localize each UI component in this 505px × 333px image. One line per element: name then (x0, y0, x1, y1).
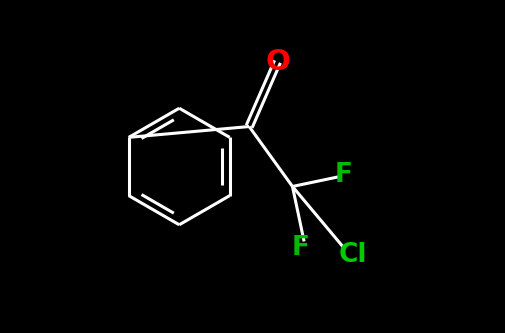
Text: Cl: Cl (338, 242, 367, 268)
Text: F: F (335, 162, 353, 188)
Text: F: F (292, 235, 310, 261)
Text: O: O (265, 48, 290, 76)
